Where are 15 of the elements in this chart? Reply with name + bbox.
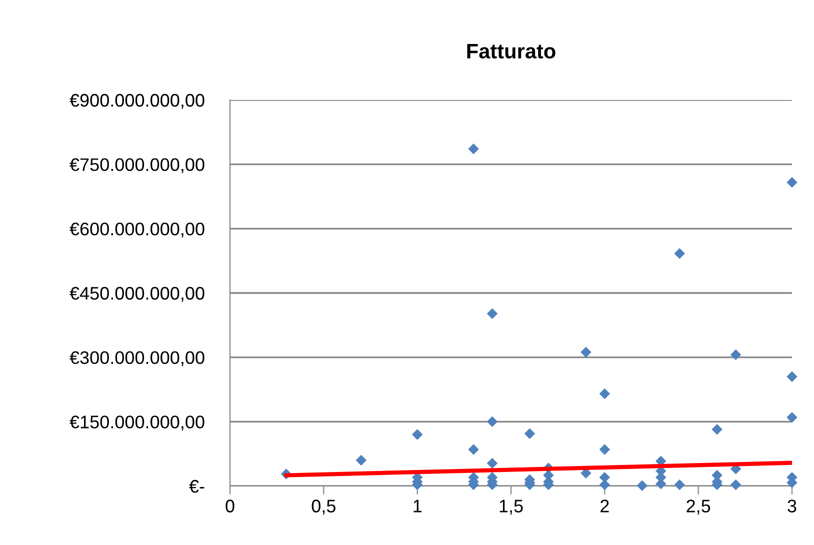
y-tick-label: €150.000.000,00 xyxy=(70,416,204,431)
x-tick-label: 0,5 xyxy=(312,500,336,515)
chart-title: Fatturato xyxy=(467,44,556,59)
x-tick-label: 2 xyxy=(600,500,609,512)
y-tick-label: €900.000.000,00 xyxy=(70,94,204,109)
y-tick-label: €- xyxy=(189,480,204,493)
x-tick-label: 3 xyxy=(788,500,796,512)
y-tick-label: €750.000.000,00 xyxy=(70,158,204,174)
x-tick-label: 1,5 xyxy=(500,500,523,515)
y-tick-label: €600.000.000,00 xyxy=(70,222,204,238)
y-tick-label: €450.000.000,00 xyxy=(70,286,204,302)
y-tick-label: €300.000.000,00 xyxy=(70,351,204,366)
x-tick-label: 1 xyxy=(414,500,422,512)
x-tick-label: 0 xyxy=(226,500,234,512)
x-tick-label: 2,5 xyxy=(686,500,710,515)
